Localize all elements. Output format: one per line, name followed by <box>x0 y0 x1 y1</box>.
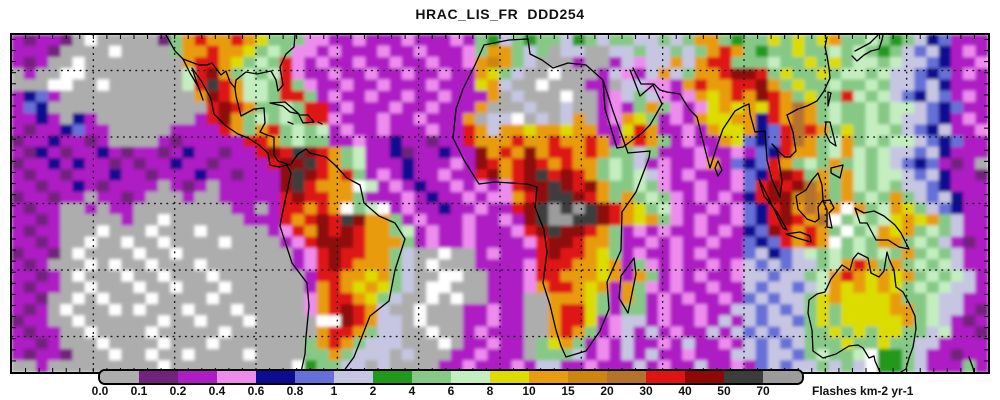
colorbar-segment <box>529 371 568 383</box>
colorbar-units-label: Flashes km-2 yr-1 <box>812 384 914 398</box>
colorbar-segment <box>295 371 334 383</box>
colorbar-segment <box>685 371 724 383</box>
colorbar-segment <box>412 371 451 383</box>
colorbar-segment <box>724 371 763 383</box>
colorbar-tick-label: 4 <box>408 384 416 398</box>
colorbar-tick-label: 40 <box>678 384 692 398</box>
colorbar-tick-label: 50 <box>717 384 731 398</box>
colorbar-segment <box>373 371 412 383</box>
colorbar-tick-label: 0.1 <box>130 384 148 398</box>
colorbar-segment <box>568 371 607 383</box>
colorbar-tick-label: 0.8 <box>286 384 304 398</box>
coastlines <box>165 35 975 372</box>
colorbar-segment <box>334 371 373 383</box>
colorbar-tick-label: 0.0 <box>91 384 109 398</box>
colorbar-segment <box>490 371 529 383</box>
colorbar-tick-label: 1 <box>330 384 338 398</box>
colorbar-tick-label: 70 <box>756 384 770 398</box>
colorbar-tick-label: 0.4 <box>208 384 226 398</box>
colorbar-segment <box>178 371 217 383</box>
colorbar-tick-label: 20 <box>600 384 614 398</box>
colorbar-tick-labels: 0.0 0.1 0.2 0.4 0.6 0.8 1 2 4 6 8 10 15 20 30 40 50 70 <box>92 384 802 398</box>
colorbar-segment <box>256 371 295 383</box>
colorbar-segment <box>100 371 139 383</box>
colorbar-tick-label: 2 <box>369 384 377 398</box>
colorbar-tick-label: 15 <box>561 384 575 398</box>
colorbar-segment <box>763 371 802 383</box>
world-map-canvas <box>12 35 988 372</box>
chart-title: HRAC_LIS_FR DDD254 <box>415 6 585 22</box>
colorbar-segment <box>139 371 178 383</box>
flash-rate-raster <box>12 35 988 372</box>
colorbar-tick-label: 0.2 <box>169 384 187 398</box>
colorbar-segment <box>646 371 685 383</box>
colorbar-tick-label: 30 <box>639 384 653 398</box>
colorbar-tick-label: 10 <box>522 384 536 398</box>
colorbar-tick-label: 0.6 <box>247 384 265 398</box>
colorbar-segment <box>607 371 646 383</box>
colorbar-tick-label: 6 <box>447 384 455 398</box>
colorbar-tick-label: 8 <box>486 384 494 398</box>
lat-lon-gridlines <box>12 35 988 372</box>
colorbar-segment <box>451 371 490 383</box>
colorbar-segment <box>217 371 256 383</box>
world-map-frame <box>10 33 990 374</box>
colorbar <box>98 369 804 385</box>
